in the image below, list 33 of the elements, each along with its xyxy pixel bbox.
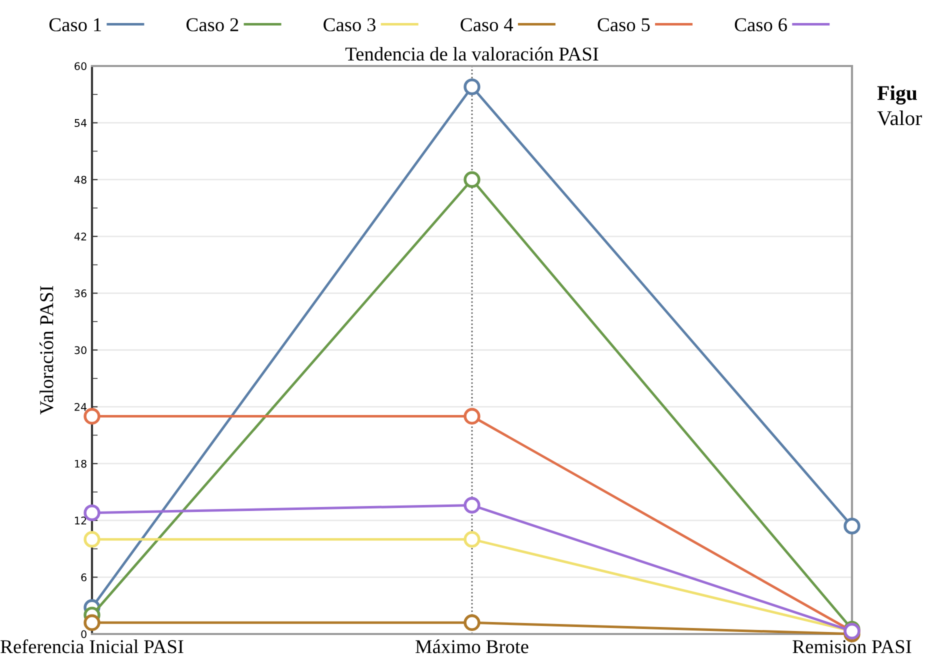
y-tick-label: 42 [74, 232, 86, 240]
point [844, 518, 860, 534]
point [464, 408, 480, 425]
y-tick-label: 6 [81, 573, 86, 582]
x-tick-label: Remisión PASI [792, 640, 912, 654]
point [464, 78, 480, 96]
x-tick-label: Referencia Inicial PASI [0, 639, 184, 654]
point [84, 614, 100, 631]
y-tick-label: 48 [74, 176, 86, 184]
legend-label: Caso 3 [324, 18, 376, 32]
y-axis-title: Valoración PASI [40, 286, 54, 415]
x-tick-label: Máximo Brote [416, 640, 528, 654]
point [464, 614, 480, 631]
y-tick-label: 0 [81, 630, 86, 638]
legend-label: Caso 6 [734, 18, 787, 32]
y-tick-label: 12 [75, 516, 86, 524]
chart-title: Tendencia de la valoración PASI [345, 46, 598, 61]
point [464, 496, 480, 514]
y-tick-label: 36 [74, 289, 86, 298]
legend-label: Caso 2 [186, 18, 238, 32]
y-tick-label: 60 [74, 62, 86, 70]
point [84, 531, 100, 548]
y-tick-label: 30 [74, 346, 86, 354]
legend-label: Caso 4 [460, 18, 514, 32]
point [464, 531, 480, 548]
text: Figu [877, 85, 917, 105]
text: Valor [877, 110, 922, 126]
y-tick-label: 54 [74, 119, 87, 127]
y-tick-label: 18 [75, 460, 86, 468]
legend-label: Caso 1 [49, 18, 101, 32]
y-tick-label: 24 [74, 403, 87, 411]
point [464, 171, 480, 188]
legend-label: Caso 5 [598, 18, 650, 32]
